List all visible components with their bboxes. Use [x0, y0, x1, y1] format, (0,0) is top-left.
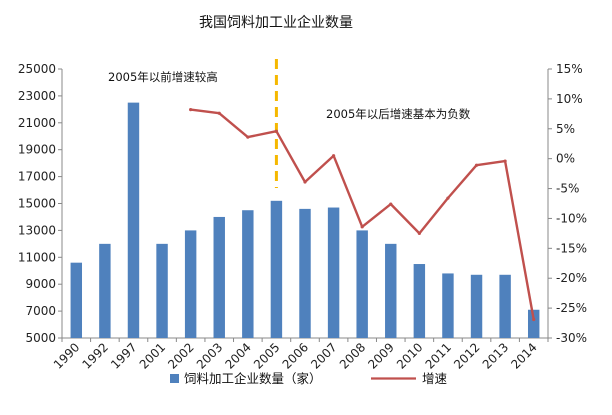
growth-rate-point [360, 225, 364, 229]
left-axis-tick-label: 9000 [25, 277, 56, 291]
bar [156, 243, 168, 338]
legend: 饲料加工企业数量（家） 增速 [170, 371, 448, 386]
left-axis-tick-label: 21000 [18, 116, 56, 130]
growth-rate-point [274, 129, 279, 133]
x-axis-tick-label: 2008 [337, 340, 368, 371]
right-axis-tick-label: 15% [556, 62, 583, 76]
bar [127, 102, 140, 338]
growth-rate-point [446, 196, 450, 200]
bar [184, 230, 197, 338]
x-axis-tick-label: 2005 [251, 340, 282, 371]
bar [70, 262, 83, 338]
legend-swatch-bars [170, 374, 179, 383]
right-axis-tick-label: -5% [556, 182, 579, 196]
left-axis-tick-label: 13000 [18, 223, 56, 237]
growth-rate-point [189, 108, 193, 112]
right-axis-tick-label: -15% [556, 241, 587, 255]
chart-title: 我国饲料加工业企业数量 [199, 14, 353, 31]
bar [385, 243, 397, 338]
x-axis-tick-label: 2001 [137, 340, 168, 371]
left-axis-tick-label: 25000 [18, 62, 56, 76]
bar [413, 264, 426, 338]
bar [470, 274, 483, 338]
legend-label-bars: 饲料加工企业数量（家） [184, 371, 322, 386]
left-axis-tick-label: 5000 [25, 331, 56, 345]
bar [270, 200, 283, 338]
growth-rate-point [217, 111, 221, 115]
x-axis-tick-label: 2013 [480, 340, 511, 371]
bar [327, 207, 340, 338]
growth-rate-point [417, 231, 421, 235]
growth-rate-point [389, 202, 393, 206]
right-axis-tick-label: -30% [556, 331, 587, 345]
annotation-before-2005: 2005年以前增速较高 [108, 70, 218, 84]
bar [299, 208, 311, 338]
right-axis-tick-label: -25% [556, 301, 587, 315]
left-axis-tick-label: 7000 [25, 304, 56, 318]
growth-rate-point [503, 159, 507, 163]
left-axis-tick-label: 15000 [18, 197, 56, 211]
left-axis-tick-label: 11000 [18, 250, 56, 264]
legend-label-line: 增速 [422, 371, 448, 386]
right-axis-tick-label: 10% [556, 92, 583, 106]
growth-rate-point [474, 163, 479, 167]
x-axis-tick-label: 2003 [194, 340, 225, 371]
left-axis-tick-label: 19000 [18, 143, 56, 157]
bar [213, 216, 225, 338]
right-axis-tick-label: 5% [556, 122, 575, 136]
left-axis-tick-label: 17000 [18, 170, 56, 184]
x-axis-tick-label: 2009 [365, 340, 396, 371]
bar [242, 210, 254, 338]
growth-rate-point [303, 180, 307, 184]
x-axis-tick-label: 2010 [394, 340, 425, 371]
bar [356, 230, 368, 338]
x-axis-tick-label: 1997 [108, 340, 139, 371]
bar [499, 274, 511, 338]
bar [527, 309, 540, 338]
x-axis-tick-label: 2011 [423, 340, 454, 371]
x-axis-tick-label: 2006 [280, 340, 311, 371]
right-axis-tick-label: -10% [556, 211, 587, 225]
right-axis-tick-label: -20% [556, 271, 587, 285]
growth-rate-point [246, 135, 250, 139]
left-axis-tick-label: 23000 [18, 89, 56, 103]
annotation-after-2005: 2005年以后增速基本为负数 [326, 107, 471, 121]
x-axis-tick-label: 2002 [165, 340, 196, 371]
x-axis-tick-label: 2014 [508, 340, 539, 371]
growth-rate-point [532, 317, 536, 322]
bar [99, 243, 111, 338]
x-axis-tick-label: 2007 [308, 340, 339, 371]
x-axis-tick-label: 2012 [451, 340, 482, 371]
growth-rate-point [331, 154, 336, 158]
x-axis-tick-label: 1992 [80, 340, 111, 371]
x-axis-tick-label: 2004 [222, 340, 253, 371]
plot-layer: 5000 7000 9000 11000 13000 15000 17000 19000 210… [18, 59, 587, 372]
bar [442, 273, 454, 338]
right-axis-tick-label: 0% [556, 152, 575, 166]
